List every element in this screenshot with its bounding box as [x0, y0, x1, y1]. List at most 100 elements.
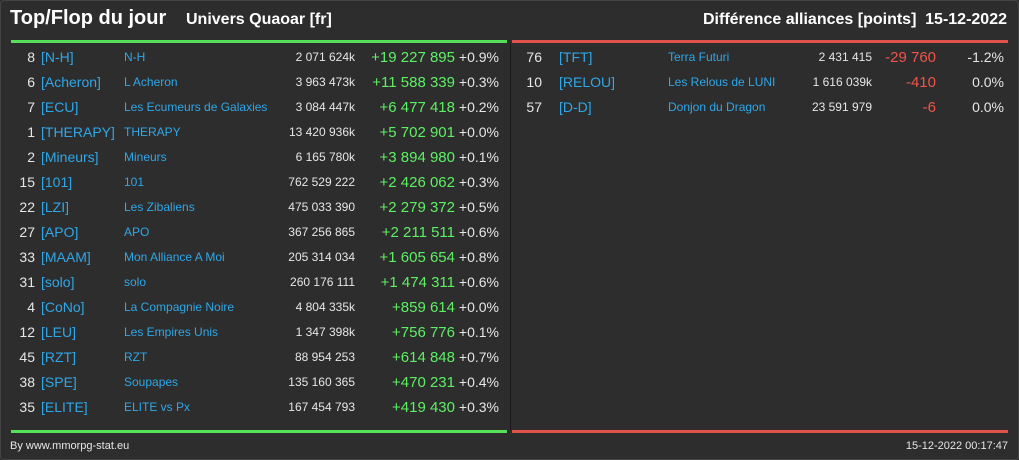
percent-change: +0.2% — [458, 99, 499, 115]
top-footer-rule — [11, 430, 507, 433]
points-delta: +3 894 980 — [379, 149, 456, 166]
alliance-tag-link[interactable]: [TFT] — [559, 49, 593, 65]
alliance-name-link[interactable]: Les Empires Unis — [124, 325, 219, 339]
alliance-tag-link[interactable]: [LEU] — [41, 324, 77, 340]
alliance-row: 76 [TFT] Terra Futuri 2 431 415 -29 760 -1.2% — [512, 45, 1008, 70]
alliance-tag-link[interactable]: [solo] — [41, 274, 75, 290]
alliance-name-link[interactable]: Les Relous de LUNI — [668, 75, 776, 89]
alliance-rank: 6 — [27, 74, 35, 90]
generated-timestamp: 15-12-2022 00:17:47 — [905, 440, 1008, 452]
alliance-row: 35 [ELITE] ELITE vs Px 167 454 793 +419 430 +… — [11, 395, 507, 420]
alliance-tag-link[interactable]: [ELITE] — [41, 399, 88, 415]
percent-change: +0.4% — [458, 374, 499, 390]
alliance-points: 260 176 111 — [290, 275, 355, 289]
alliance-tag-link[interactable]: [N-H] — [41, 49, 74, 65]
alliance-row: 57 [D-D] Donjon du Dragon 23 591 979 -6 0.0% — [512, 95, 1008, 120]
alliance-name-link[interactable]: Soupapes — [124, 375, 179, 389]
percent-change: +0.8% — [458, 249, 499, 265]
alliance-points: 3 084 447k — [295, 100, 355, 114]
alliance-name-link[interactable]: La Compagnie Noire — [124, 300, 235, 314]
alliance-rank: 38 — [19, 374, 35, 390]
alliance-row: 22 [LZI] Les Zibaliens 475 033 390 +2 279 37… — [11, 195, 507, 220]
alliance-name-link[interactable]: THERAPY — [124, 125, 181, 139]
alliance-name-link[interactable]: RZT — [124, 350, 148, 364]
alliance-name-link[interactable]: Les Zibaliens — [124, 200, 195, 214]
alliance-tag-link[interactable]: [101] — [41, 174, 73, 190]
points-delta: -6 — [922, 99, 936, 116]
panel-divider — [510, 43, 511, 430]
alliance-tag-link[interactable]: [RELOU] — [559, 74, 616, 90]
points-delta: +11 588 339 — [372, 74, 455, 91]
alliance-rank: 2 — [27, 149, 35, 165]
alliance-points: 2 071 624k — [295, 50, 355, 64]
percent-change: -1.2% — [967, 49, 1004, 65]
alliance-row: 1 [THERAPY] THERAPY 13 420 936k +5 702 901 +0… — [11, 120, 507, 145]
alliance-rank: 27 — [19, 224, 35, 240]
alliance-name-link[interactable]: L Acheron — [124, 75, 178, 89]
percent-change: +0.1% — [458, 149, 499, 165]
alliance-tag-link[interactable]: [Mineurs] — [41, 149, 99, 165]
alliance-name-link[interactable]: solo — [124, 275, 147, 289]
alliance-row: 33 [MAAM] Mon Alliance A Moi 205 314 034 +1 … — [11, 245, 507, 270]
percent-change: +0.1% — [458, 324, 499, 340]
widget-title: Top/Flop du jour — [10, 7, 167, 29]
percent-change: +0.3% — [458, 74, 499, 90]
alliance-points: 167 454 793 — [288, 400, 355, 414]
alliance-name-link[interactable]: APO — [124, 225, 150, 239]
alliance-rank: 8 — [27, 49, 35, 65]
alliance-row: 27 [APO] APO 367 256 865 +2 211 511 +0.6% — [11, 220, 507, 245]
alliance-points: 2 431 415 — [818, 50, 872, 64]
alliance-points: 13 420 936k — [288, 125, 355, 139]
universe-label: Univers Quaoar [fr] — [186, 11, 332, 28]
alliance-tag-link[interactable]: [RZT] — [41, 349, 76, 365]
points-delta: +2 279 372 — [379, 199, 456, 216]
alliance-name-link[interactable]: Terra Futuri — [668, 50, 730, 64]
points-delta: +859 614 — [392, 299, 455, 316]
alliance-row: 12 [LEU] Les Empires Unis 1 347 398k +756 77… — [11, 320, 507, 345]
alliance-points: 475 033 390 — [288, 200, 355, 214]
alliance-points: 3 963 473k — [295, 75, 355, 89]
percent-change: +0.9% — [458, 49, 499, 65]
points-delta: +419 430 — [392, 399, 455, 416]
points-delta: -410 — [905, 74, 936, 91]
alliance-row: 45 [RZT] RZT 88 954 253 +614 848 +0.7% — [11, 345, 507, 370]
points-delta: +756 776 — [392, 324, 455, 341]
alliance-tag-link[interactable]: [MAAM] — [41, 249, 91, 265]
alliance-rank: 33 — [19, 249, 35, 265]
alliance-tag-link[interactable]: [THERAPY] — [41, 124, 115, 140]
source-credit[interactable]: By www.mmorpg-stat.eu — [10, 440, 130, 452]
points-delta: +470 231 — [392, 374, 455, 391]
alliance-tag-link[interactable]: [Acheron] — [41, 74, 101, 90]
alliance-row: 10 [RELOU] Les Relous de LUNI 1 616 039k -41… — [512, 70, 1008, 95]
alliance-name-link[interactable]: N-H — [124, 50, 146, 64]
alliance-points: 6 165 780k — [295, 150, 355, 164]
points-delta: +19 227 895 — [371, 49, 455, 66]
alliance-name-link[interactable]: 101 — [124, 175, 145, 189]
alliance-name-link[interactable]: ELITE vs Px — [124, 400, 191, 414]
alliance-points: 4 804 335k — [295, 300, 355, 314]
alliance-points: 135 160 365 — [288, 375, 355, 389]
alliance-row: 6 [Acheron] L Acheron 3 963 473k +11 588 339… — [11, 70, 507, 95]
alliance-tag-link[interactable]: [D-D] — [559, 99, 592, 115]
alliance-tag-link[interactable]: [SPE] — [41, 374, 77, 390]
alliance-points: 762 529 222 — [288, 175, 355, 189]
points-delta: +6 477 418 — [379, 99, 456, 116]
alliance-name-link[interactable]: Les Ecumeurs de Galaxies — [124, 100, 268, 114]
alliance-row: 4 [CoNo] La Compagnie Noire 4 804 335k +859 … — [11, 295, 507, 320]
alliance-tag-link[interactable]: [APO] — [41, 224, 79, 240]
alliance-name-link[interactable]: Donjon du Dragon — [668, 100, 766, 114]
alliance-points: 1 347 398k — [295, 325, 355, 339]
alliance-tag-link[interactable]: [CoNo] — [41, 299, 85, 315]
points-delta: -29 760 — [885, 49, 936, 66]
alliance-tag-link[interactable]: [LZI] — [41, 199, 70, 215]
alliance-name-link[interactable]: Mineurs — [124, 150, 167, 164]
alliance-tag-link[interactable]: [ECU] — [41, 99, 79, 115]
alliance-rank: 10 — [526, 74, 542, 90]
alliance-name-link[interactable]: Mon Alliance A Moi — [124, 250, 225, 264]
points-delta: +1 474 311 — [380, 274, 455, 291]
alliance-rank: 1 — [27, 124, 35, 140]
points-delta: +2 426 062 — [379, 174, 456, 191]
percent-change: +0.7% — [458, 349, 499, 365]
alliance-points: 23 591 979 — [811, 100, 872, 114]
percent-change: +0.6% — [458, 224, 499, 240]
